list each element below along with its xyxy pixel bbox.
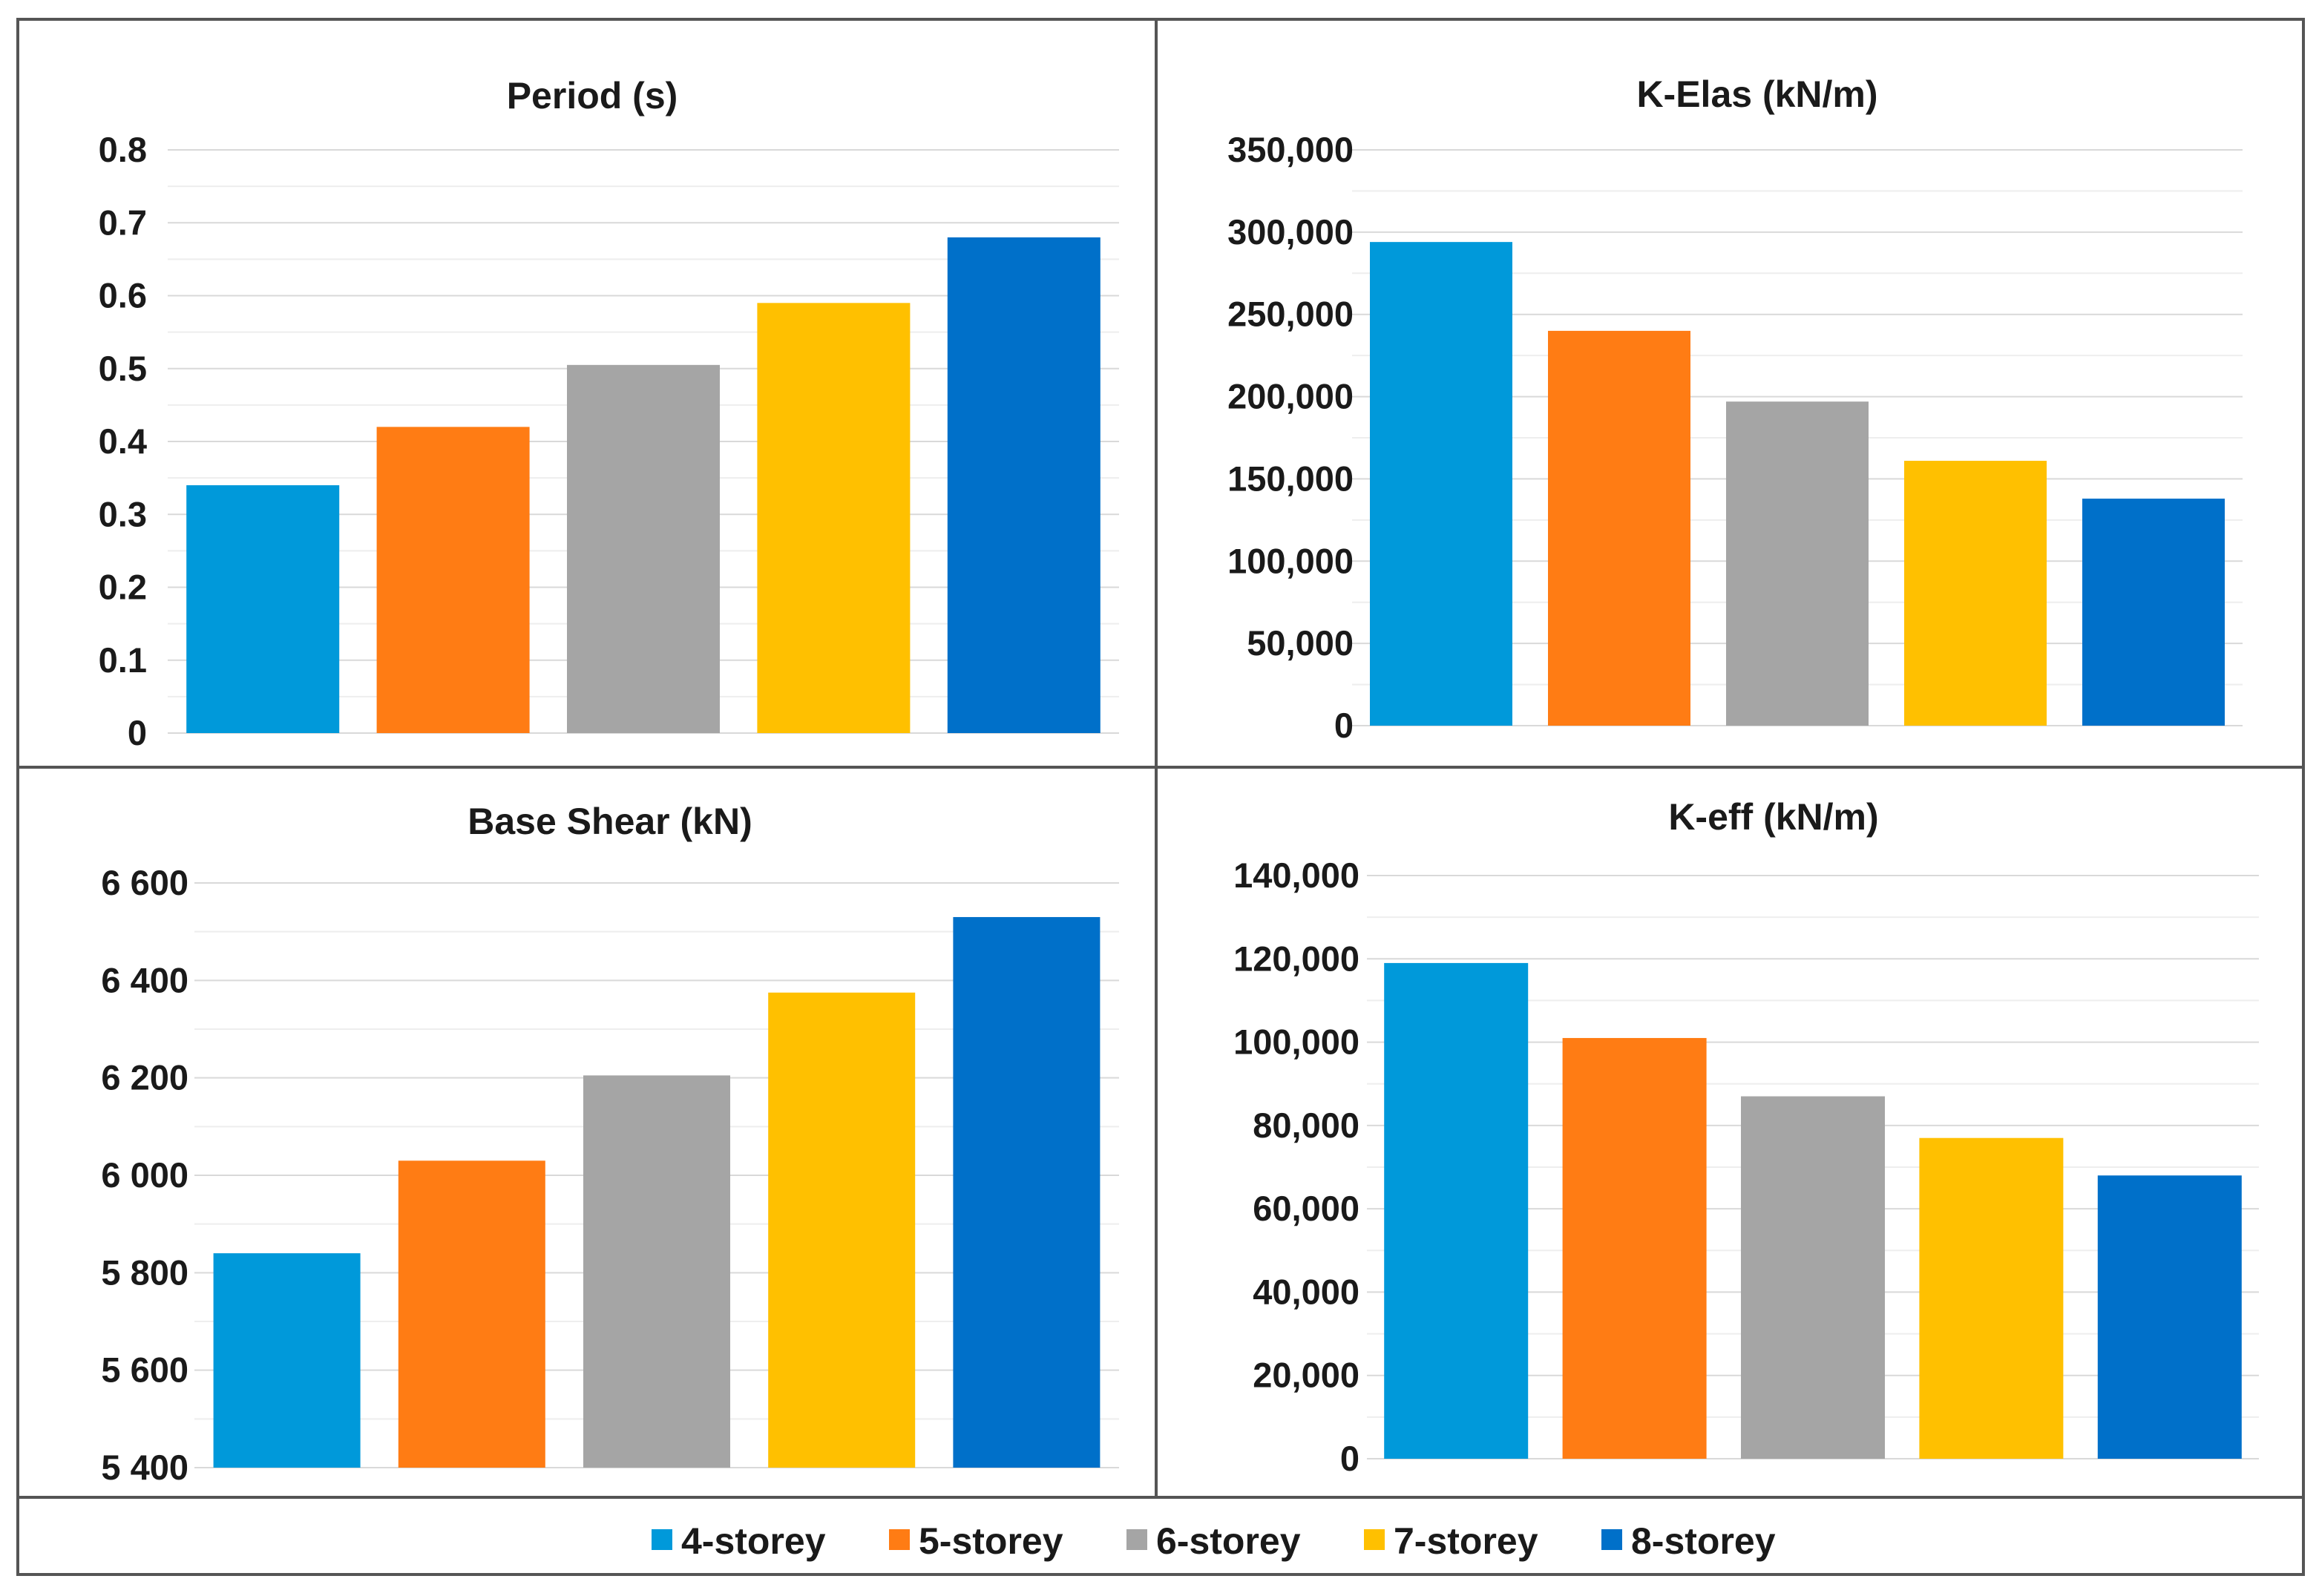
y-tick-label: 5 800: [101, 1252, 188, 1292]
y-tick-label: 60,000: [1253, 1189, 1359, 1228]
bar-6-storey: [567, 364, 720, 733]
chart-title: Period (s): [507, 75, 678, 116]
y-tick-label: 6 400: [101, 960, 188, 999]
bar-7-storey: [1919, 1137, 2064, 1459]
y-tick-label: 0.5: [99, 349, 147, 388]
bar-5-storey: [376, 427, 530, 733]
legend-swatch: [1126, 1529, 1147, 1550]
legend: 4-storey 5-storey 6-storey 7-storey 8-st…: [652, 1520, 1776, 1562]
y-tick-label: 20,000: [1253, 1356, 1359, 1395]
bar-6-storey: [583, 1075, 730, 1468]
chart-title: K-Elas (kN/m): [1636, 73, 1877, 115]
legend-item: 6-storey: [1126, 1520, 1301, 1562]
chart-k-elas: K-Elas (kN/m) 0 50,000 100,000 150,000 2…: [1227, 73, 2243, 745]
legend-swatch: [889, 1529, 910, 1550]
bar-7-storey: [757, 303, 911, 733]
bar-5-storey: [398, 1160, 545, 1468]
legend-item: 5-storey: [889, 1520, 1063, 1562]
chart-title: K-eff (kN/m): [1668, 796, 1878, 838]
bar-6-storey: [1726, 401, 1869, 726]
y-tick-label: 0.2: [99, 568, 147, 607]
y-tick-label: 100,000: [1227, 541, 1354, 580]
chart-period: Period (s) 0 0.1 0.2 0.3 0.4 0.5 0.6 0.7…: [99, 75, 1119, 752]
y-tick-label: 5 400: [101, 1448, 188, 1487]
bar-8-storey: [947, 237, 1101, 733]
legend-item: 8-storey: [1601, 1520, 1776, 1562]
y-tick-label: 0.3: [99, 494, 147, 533]
chart-k-eff: K-eff (kN/m) 0 20,000 40,000 60,000 80,0…: [1233, 796, 2259, 1478]
chart-title: Base Shear (kN): [468, 801, 752, 842]
y-tick-label: 6 600: [101, 863, 188, 902]
bar-4-storey: [1370, 242, 1512, 726]
y-tick-label: 100,000: [1233, 1022, 1359, 1062]
y-tick-label: 0.8: [99, 130, 147, 169]
y-tick-label: 40,000: [1253, 1272, 1359, 1311]
bar-8-storey: [953, 916, 1101, 1468]
y-tick-label: 0.1: [99, 640, 147, 680]
legend-label: 7-storey: [1394, 1520, 1538, 1562]
bar-4-storey: [1384, 962, 1529, 1459]
y-tick-label: 0: [128, 713, 147, 752]
bar-5-storey: [1548, 330, 1690, 726]
y-tick-label: 0.7: [99, 203, 147, 242]
y-tick-label: 50,000: [1247, 623, 1354, 663]
y-tick-label: 6 200: [101, 1058, 188, 1097]
y-tick-label: 6 000: [101, 1155, 188, 1195]
figure-frame: [16, 18, 2305, 1576]
y-tick-label: 5 600: [101, 1350, 188, 1390]
legend-label: 6-storey: [1156, 1520, 1301, 1562]
y-tick-label: 0: [1334, 706, 1354, 745]
y-tick-label: 140,000: [1233, 856, 1359, 895]
y-tick-label: 120,000: [1233, 939, 1359, 978]
y-tick-label: 0: [1340, 1439, 1359, 1478]
y-tick-label: 0.4: [99, 421, 147, 461]
chart-base-shear: Base Shear (kN) 5 400 5 600 5 800 6 000 …: [101, 801, 1119, 1487]
legend-item: 7-storey: [1364, 1520, 1538, 1562]
bar-8-storey: [2097, 1175, 2242, 1459]
y-tick-label: 80,000: [1253, 1106, 1359, 1145]
y-tick-label: 200,000: [1227, 377, 1354, 416]
bar-4-storey: [213, 1253, 361, 1468]
legend-label: 4-storey: [681, 1520, 826, 1562]
legend-label: 8-storey: [1631, 1520, 1776, 1562]
bar-7-storey: [1904, 461, 2047, 726]
y-tick-label: 250,000: [1227, 295, 1354, 334]
legend-swatch: [1364, 1529, 1385, 1550]
legend-swatch: [1601, 1529, 1622, 1550]
bar-5-storey: [1562, 1037, 1707, 1459]
y-tick-label: 150,000: [1227, 459, 1354, 498]
legend-label: 5-storey: [919, 1520, 1063, 1562]
bar-6-storey: [1741, 1096, 1885, 1459]
y-tick-label: 350,000: [1227, 130, 1354, 169]
legend-item: 4-storey: [652, 1520, 826, 1562]
bar-8-storey: [2082, 499, 2225, 726]
legend-swatch: [652, 1529, 672, 1550]
y-tick-label: 300,000: [1227, 212, 1354, 252]
bar-4-storey: [186, 485, 340, 733]
y-tick-label: 0.6: [99, 276, 147, 315]
bar-7-storey: [768, 992, 916, 1468]
